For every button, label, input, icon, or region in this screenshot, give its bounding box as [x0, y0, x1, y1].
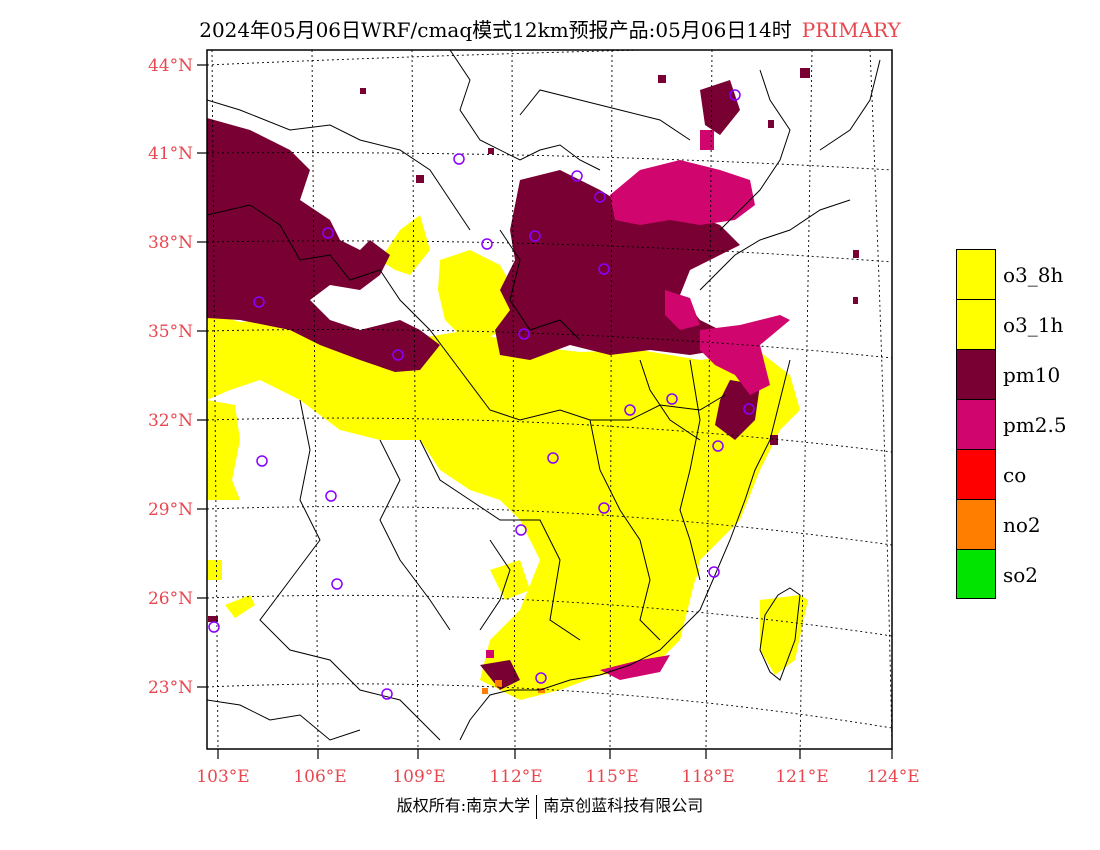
legend-item-co: co — [956, 449, 1096, 499]
lon-label: 109°E — [392, 767, 445, 787]
lon-label: 121°E — [775, 767, 828, 787]
title-tag: PRIMARY — [801, 18, 901, 42]
pollution-fields — [207, 50, 892, 749]
longitude-axis: 103°E 106°E 109°E 112°E 115°E 118°E 121°… — [196, 767, 919, 787]
legend-swatch — [956, 549, 996, 599]
lat-label: 38°N — [148, 233, 193, 253]
legend-swatch — [956, 399, 996, 449]
legend-swatch — [956, 299, 996, 349]
legend-item-so2: so2 — [956, 549, 1096, 599]
legend-item-o3-1h: o3_1h — [956, 299, 1096, 349]
copyright-left: 版权所有:南京大学 — [396, 796, 531, 815]
legend-label: pm10 — [1003, 363, 1061, 387]
legend-item-o3-8h: o3_8h — [956, 249, 1096, 299]
lon-label: 115°E — [585, 767, 638, 787]
legend-label: o3_1h — [1003, 313, 1064, 337]
lon-label: 124°E — [866, 767, 919, 787]
legend-label: pm2.5 — [1003, 413, 1067, 437]
lat-label: 32°N — [148, 411, 193, 431]
legend-item-no2: no2 — [956, 499, 1096, 549]
copyright-footer: 版权所有:南京大学 南京创蓝科技有限公司 — [0, 792, 1100, 819]
pollutant-legend: o3_8h o3_1h pm10 pm2.5 co no2 so2 — [956, 249, 1096, 599]
lat-label: 41°N — [148, 144, 193, 164]
legend-swatch — [956, 449, 996, 499]
map-title: 2024年05月06日WRF/cmaq模式12km预报产品:05月06日14时 P… — [0, 14, 1100, 43]
legend-item-pm25: pm2.5 — [956, 399, 1096, 449]
legend-swatch — [956, 349, 996, 399]
latitude-axis: 44°N 41°N 38°N 35°N 32°N 29°N 26°N 23°N — [148, 56, 193, 698]
lat-label: 26°N — [148, 589, 193, 609]
legend-label: co — [1003, 463, 1027, 487]
lon-label: 106°E — [293, 767, 346, 787]
copyright-right: 南京创蓝科技有限公司 — [543, 796, 704, 815]
legend-label: no2 — [1003, 513, 1041, 537]
lon-label: 112°E — [489, 767, 542, 787]
legend-swatch — [956, 499, 996, 549]
lat-label: 35°N — [148, 322, 193, 342]
legend-swatch — [956, 249, 996, 299]
legend-label: o3_8h — [1003, 263, 1064, 287]
lon-label: 103°E — [196, 767, 249, 787]
map-frame — [206, 49, 893, 750]
lat-label: 44°N — [148, 56, 193, 76]
legend-label: so2 — [1003, 563, 1039, 587]
lat-label: 23°N — [148, 678, 193, 698]
title-main: 2024年05月06日WRF/cmaq模式12km预报产品:05月06日14时 — [199, 18, 792, 42]
lon-label: 118°E — [681, 767, 734, 787]
lat-label: 29°N — [148, 500, 193, 520]
separator — [536, 794, 538, 819]
legend-item-pm10: pm10 — [956, 349, 1096, 399]
